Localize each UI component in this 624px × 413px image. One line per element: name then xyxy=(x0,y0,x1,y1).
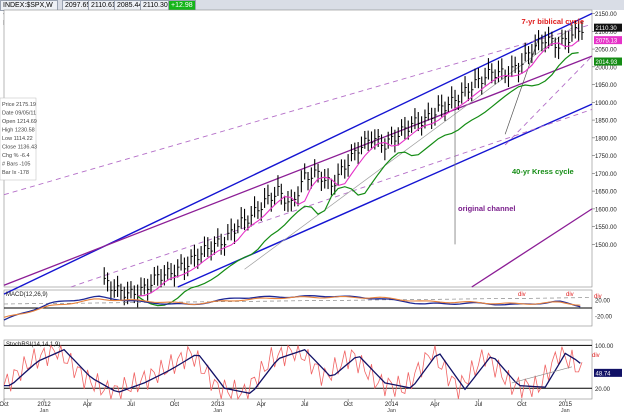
stochrsi-slow-line xyxy=(4,348,581,394)
macd-div-label: div xyxy=(518,292,526,298)
info-row: # Bars -105 xyxy=(2,162,30,168)
info-row: Price 2175.19 xyxy=(2,102,36,108)
macd-tick-label: 20.00 xyxy=(595,299,611,305)
price-tag-magenta xyxy=(594,36,622,45)
x-tick-label: Apr xyxy=(257,402,266,408)
x-tick-label: 2013 xyxy=(211,402,225,408)
x-tick-sublabel: Jan xyxy=(387,408,396,413)
x-tick-label: Oct xyxy=(343,402,353,408)
price-tick-label: 1700.00 xyxy=(595,172,617,178)
macd-tick-label: -20.00 xyxy=(595,315,613,321)
price-tick-label: 1650.00 xyxy=(595,190,617,196)
price-tick-label: 2150.00 xyxy=(595,12,617,18)
lower-dashed-line xyxy=(70,109,593,288)
price-tick-label: 1500.00 xyxy=(595,243,617,249)
stochrsi-fast-line xyxy=(3,344,583,401)
x-tick-label: Oct xyxy=(517,402,527,408)
stochrsi-trend-line xyxy=(511,366,573,384)
macd-dashed-trend xyxy=(3,297,593,305)
header-bar xyxy=(0,0,624,10)
price-tag-label-last: 2110.30 xyxy=(596,26,618,32)
info-row: Date 09/05/11 xyxy=(2,111,36,117)
info-row: High 1230.58 xyxy=(2,128,35,134)
x-tick-label: Oct xyxy=(170,402,180,408)
x-tick-sublabel: Jan xyxy=(561,408,570,413)
price-tag-last xyxy=(594,23,622,32)
price-tick-label: 1600.00 xyxy=(595,207,617,213)
stochrsi-value-tag xyxy=(594,368,622,377)
x-tick-label: Jul xyxy=(475,402,483,408)
info-row: Low 1114.22 xyxy=(2,136,33,142)
x-tick-label: 2012 xyxy=(37,402,51,408)
x-tick-sublabel: Jan xyxy=(213,408,222,413)
price-tick-label: 2000.00 xyxy=(595,65,617,71)
macd-div-label: div xyxy=(566,292,574,298)
stochrsi-tick-label: 100.00 xyxy=(595,344,614,350)
stochrsi-tick-label: 20.00 xyxy=(595,387,611,393)
kress-cycle-label: 40-yr Kress cycle xyxy=(512,167,574,176)
info-row: Close 1136.43 xyxy=(2,145,37,151)
x-tick-label: Jul xyxy=(301,402,309,408)
x-tick-label: Apr xyxy=(430,402,439,408)
green-moving-average xyxy=(137,52,579,307)
x-tick-label: Apr xyxy=(83,402,92,408)
price-tick-label: 1950.00 xyxy=(595,83,617,89)
price-tag-label-green: 2014.93 xyxy=(596,60,618,66)
original-channel-label: original channel xyxy=(458,204,516,213)
info-box xyxy=(0,97,37,181)
upper-dashed-line xyxy=(3,23,593,196)
macd-div-label: div xyxy=(594,294,602,300)
price-tick-label: 2100.00 xyxy=(595,30,617,36)
grey-trend-line xyxy=(244,27,573,270)
price-tag-green xyxy=(594,57,622,66)
stochrsi-div-label: div xyxy=(592,353,600,359)
macd-signal-line xyxy=(3,295,581,318)
price-tick-label: 1800.00 xyxy=(595,136,617,142)
x-tick-label: Jul xyxy=(127,402,135,408)
stochrsi-value-label: 48.74 xyxy=(596,371,612,377)
price-tick-label: 2050.00 xyxy=(595,48,617,54)
lower-purple-line xyxy=(471,208,593,288)
x-tick-sublabel: Jan xyxy=(40,408,49,413)
x-tick-label: 2015 xyxy=(559,402,573,408)
biblical-cycle-label: 7-yr biblical cycle xyxy=(521,17,584,26)
macd-title: MACD(12,26,9) xyxy=(6,292,48,298)
price-tick-label: 1750.00 xyxy=(595,154,617,160)
info-row: Open 1214.69 xyxy=(2,119,37,125)
x-tick-label: Oct xyxy=(0,402,9,408)
info-row: Bar Ix -178 xyxy=(2,170,29,176)
x-tick-label: 2014 xyxy=(385,402,399,408)
price-tag-label-magenta: 2075.13 xyxy=(596,39,618,45)
price-tick-label: 1550.00 xyxy=(595,225,617,231)
short-dashed-line xyxy=(504,55,593,146)
info-row: Chg % -6.4 xyxy=(2,153,30,159)
price-tick-label: 1900.00 xyxy=(595,101,617,107)
price-tick-label: 1850.00 xyxy=(595,119,617,125)
purple-trend-line xyxy=(3,55,593,286)
magenta-moving-average xyxy=(137,39,579,297)
price-panel xyxy=(3,9,593,288)
